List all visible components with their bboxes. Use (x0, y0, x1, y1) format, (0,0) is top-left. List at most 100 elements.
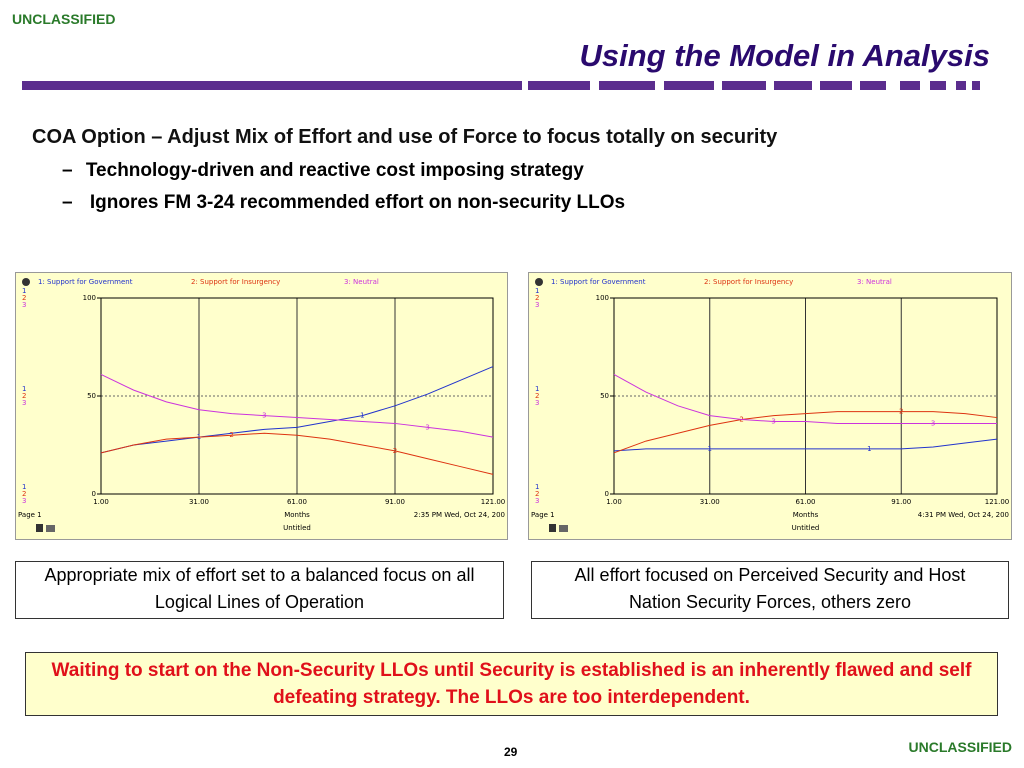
legend-entry: 1: Support for Government (38, 278, 133, 286)
series-index: 3 (22, 301, 26, 309)
series-index: 1 (22, 483, 26, 491)
plot-frame (100, 297, 494, 495)
series-line (100, 432, 494, 475)
sub-bullet: – Ignores FM 3-24 recommended effort on … (62, 192, 626, 213)
legend-entry: 2: Support for Insurgency (191, 278, 280, 286)
warning: Waiting to start on the Non-Security LLO… (25, 652, 998, 716)
x-tick-label: 61.00 (795, 498, 815, 506)
rule (972, 81, 980, 90)
series-index: 3 (535, 399, 539, 407)
series-index: 3 (535, 497, 539, 505)
x-tick-label: 31.00 (700, 498, 720, 506)
chart: 1: Support for Government 2: Support for … (531, 278, 1010, 532)
y-tick-label: 0 (92, 490, 96, 498)
sub-bullet: – Technology-driven and reactive cost im… (62, 160, 584, 181)
sub-bullet-text: Ignores FM 3-24 recommended effort on no… (89, 192, 626, 213)
rule (860, 81, 886, 90)
line-marker: 1 (867, 445, 871, 453)
series-line (613, 411, 998, 454)
rule (820, 81, 852, 90)
legend-entry: 2: Support for Insurgency (704, 278, 793, 286)
x-tick-label: 61.00 (287, 498, 307, 506)
line-marker: 2 (899, 408, 903, 416)
series-index: 3 (22, 497, 26, 505)
chart: 1: Support for Government 2: Support for … (18, 278, 506, 532)
rule (900, 81, 920, 90)
x-tick-label: 121.00 (481, 498, 506, 506)
sub-bullet-text: Technology-driven and reactive cost impo… (85, 160, 584, 181)
x-tick-label: 91.00 (385, 498, 405, 506)
series-index: 3 (535, 301, 539, 309)
rule (664, 81, 714, 90)
line-marker: 2 (229, 431, 233, 439)
rule (930, 81, 946, 90)
timestamp: 4:31 PM Wed, Oct 24, 200 (918, 511, 1009, 519)
logo (535, 278, 543, 286)
chart-panel: 1: Support for Government 2: Support for … (15, 272, 508, 540)
x-tick-label: 121.00 (985, 498, 1010, 506)
page-label: Page 1 (531, 511, 555, 519)
line-marker: 1 (708, 445, 712, 453)
series-index: 2 (535, 490, 539, 498)
toolbar-icon (559, 525, 568, 532)
y-tick-label: 50 (87, 392, 96, 400)
y-tick-label: 100 (83, 294, 96, 302)
rule (528, 81, 590, 90)
series-index: 2 (22, 392, 26, 400)
rule (956, 81, 966, 90)
series-line (613, 438, 998, 452)
line-marker: 2 (393, 447, 397, 455)
toolbar-icon (549, 524, 556, 532)
line-marker: 3 (931, 419, 935, 427)
toolbar-icon (46, 525, 55, 532)
line-marker: 1 (360, 412, 364, 420)
x-axis-label: Months (284, 511, 310, 519)
x-tick-label: 1.00 (93, 498, 109, 506)
x-tick-label: 1.00 (606, 498, 622, 506)
legend-entry: 3: Neutral (857, 278, 892, 286)
caption: All effort focused on Perceived Security… (531, 561, 1009, 619)
rule (774, 81, 812, 90)
series-index: 1 (22, 385, 26, 393)
caption: Appropriate mix of effort set to a balan… (15, 561, 504, 619)
toolbar-icon (36, 524, 43, 532)
series-line (100, 373, 494, 438)
series-line (613, 374, 997, 424)
rule (722, 81, 766, 90)
timestamp: 2:35 PM Wed, Oct 24, 200 (414, 511, 505, 519)
series-index: 2 (535, 392, 539, 400)
legend-entry: 3: Neutral (344, 278, 379, 286)
slide-title: Using the Model in Analysis (579, 38, 990, 73)
series-index: 1 (535, 287, 539, 295)
classification: UNCLASSIFIED (908, 739, 1012, 755)
page-number: 29 (504, 745, 518, 759)
series-index: 2 (22, 294, 26, 302)
page-label: Page 1 (18, 511, 42, 519)
file-label: Untitled (792, 524, 820, 532)
rule (599, 81, 655, 90)
y-tick-label: 50 (600, 392, 609, 400)
classification: UNCLASSIFIED (12, 11, 116, 27)
series-index: 1 (535, 385, 539, 393)
plot-frame (613, 297, 998, 495)
file-label: Untitled (283, 524, 311, 532)
rule (22, 81, 522, 90)
x-tick-label: 91.00 (891, 498, 911, 506)
series-line (100, 366, 494, 454)
series-index: 2 (22, 490, 26, 498)
logo (22, 278, 30, 286)
series-index: 1 (535, 483, 539, 491)
series-index: 1 (22, 287, 26, 295)
line-marker: 3 (425, 423, 429, 431)
series-index: 2 (535, 294, 539, 302)
x-axis-label: Months (793, 511, 819, 519)
line-marker: 3 (771, 417, 775, 425)
bullet: COA Option – Adjust Mix of Effort and us… (32, 126, 778, 148)
y-tick-label: 100 (596, 294, 609, 302)
legend-entry: 1: Support for Government (551, 278, 646, 286)
series-index: 3 (22, 399, 26, 407)
y-tick-label: 0 (605, 490, 609, 498)
line-marker: 3 (262, 412, 266, 420)
chart-panel: 1: Support for Government 2: Support for … (528, 272, 1012, 540)
